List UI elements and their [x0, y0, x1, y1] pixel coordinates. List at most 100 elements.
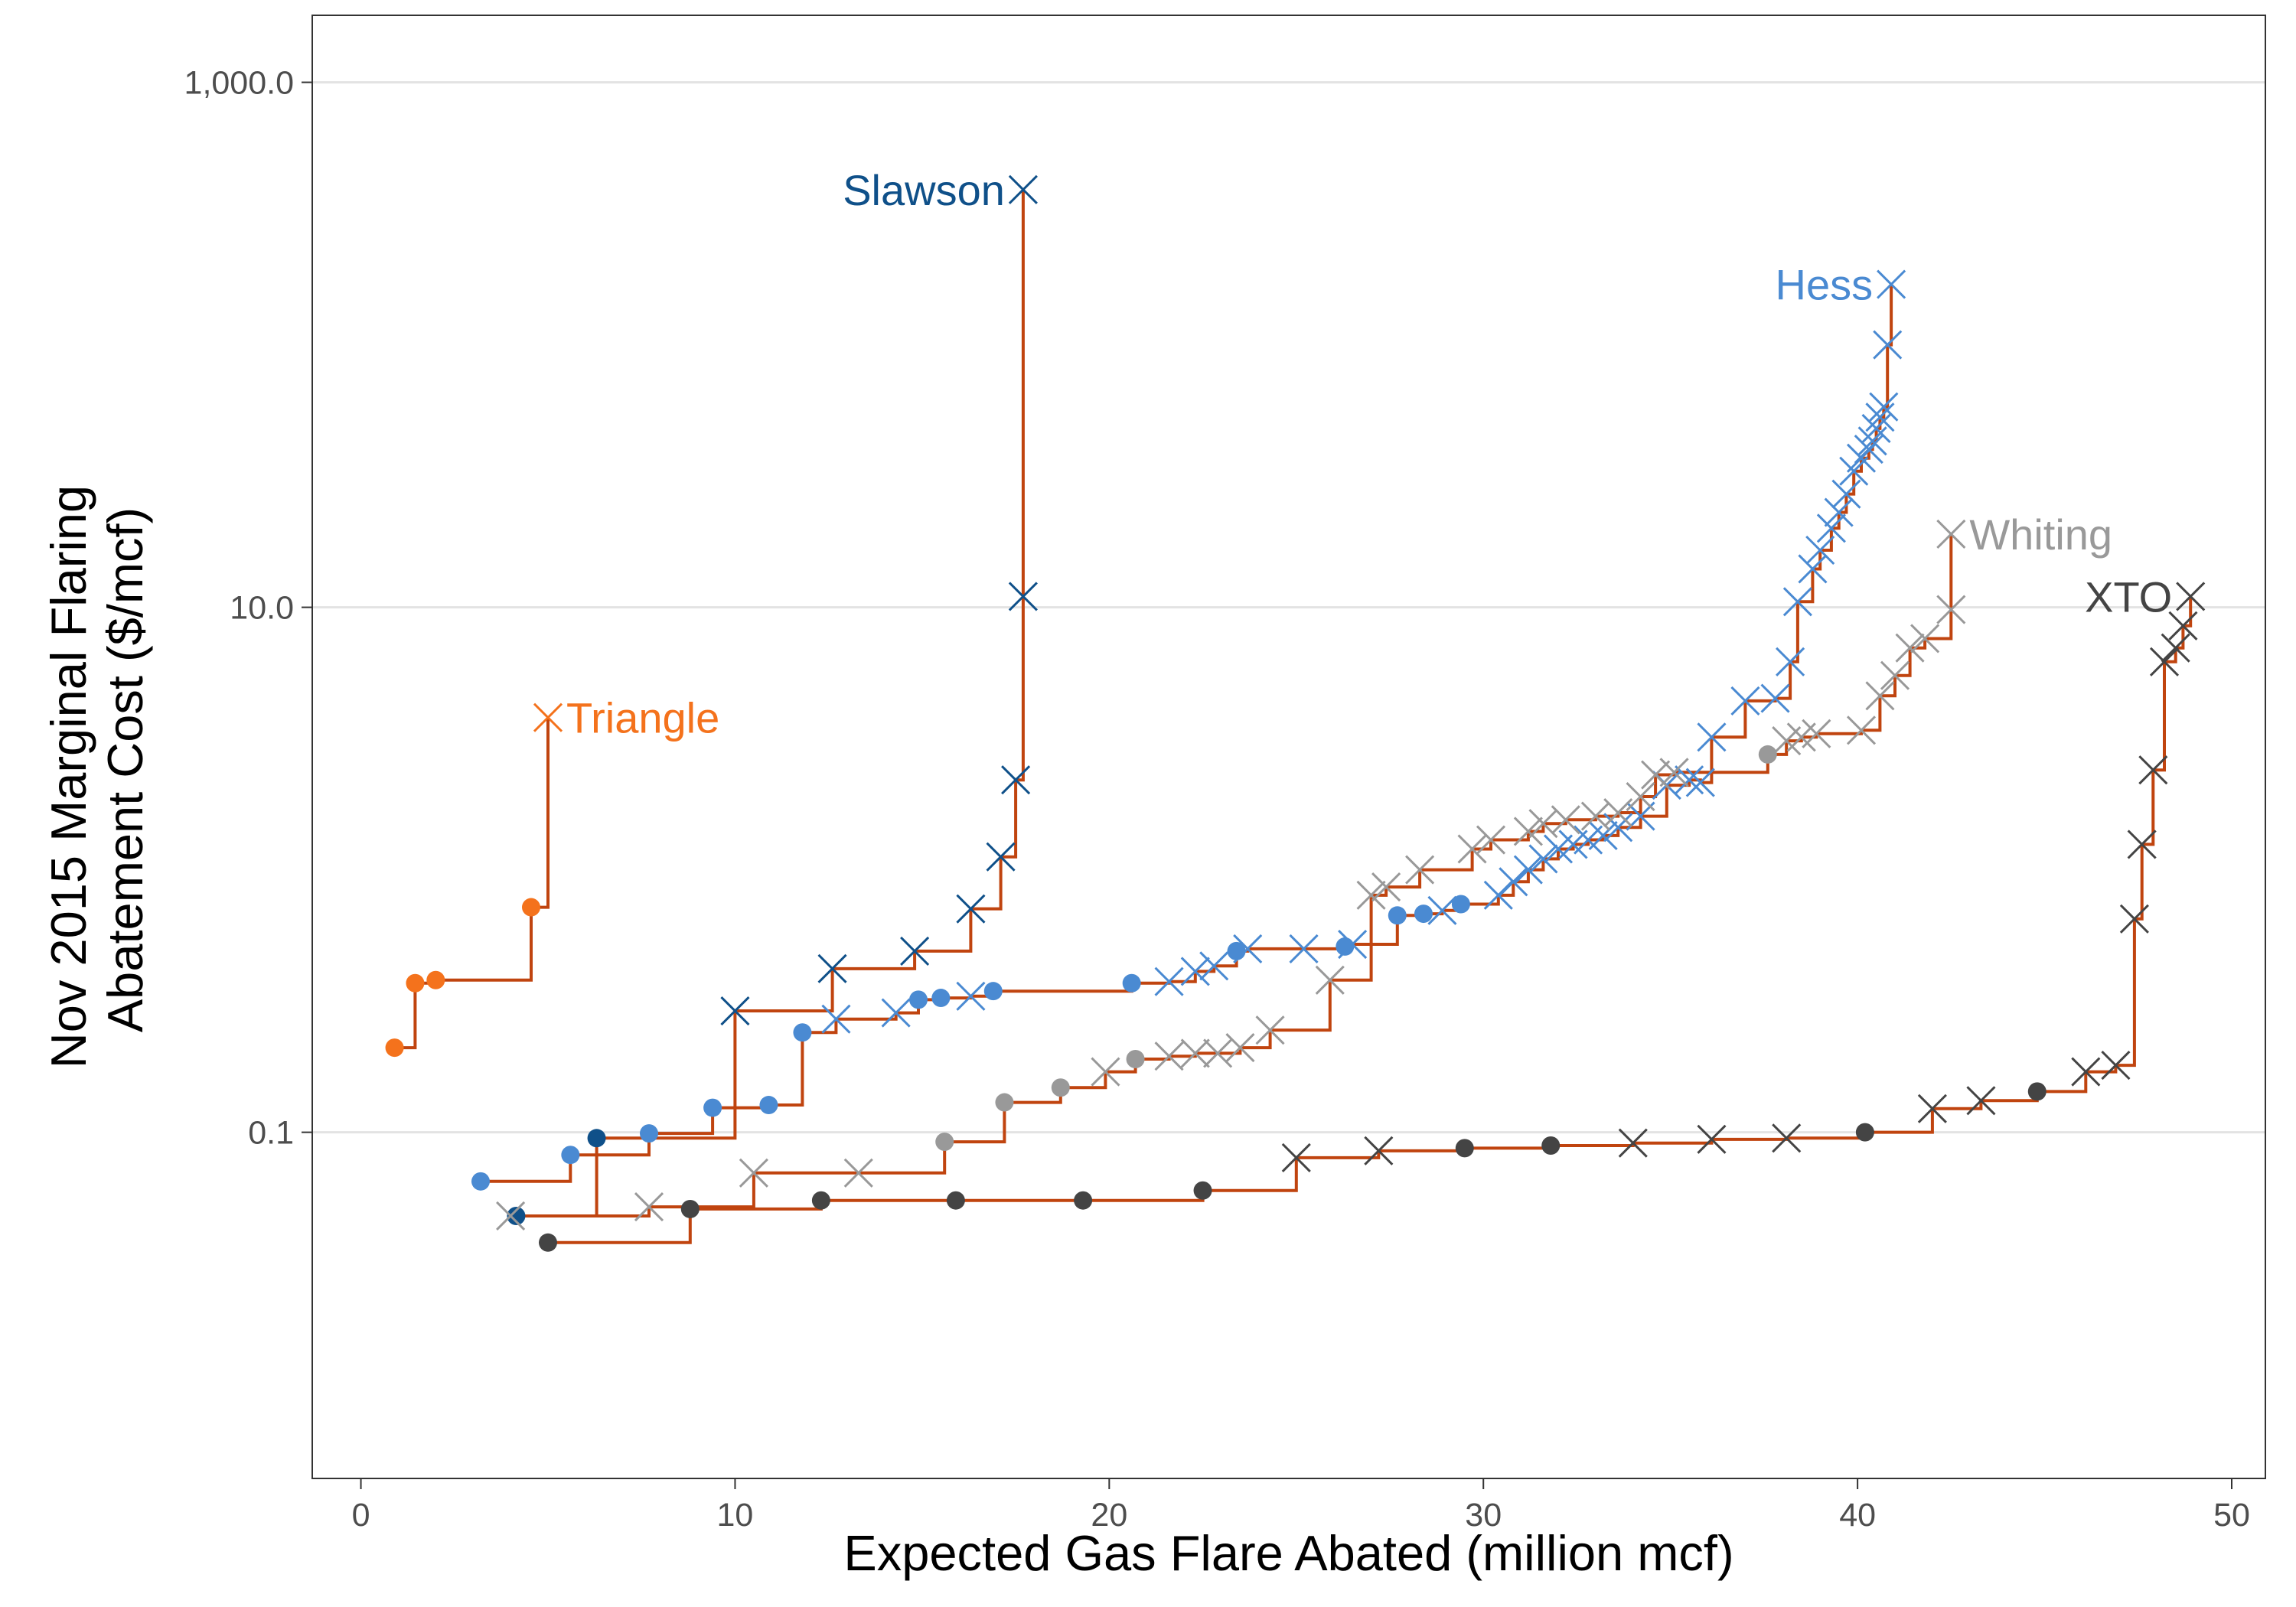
y-axis-title-line-2: Abatement Cost ($/mcf)	[97, 507, 153, 1032]
point-whiting-10	[1180, 1038, 1210, 1068]
point-whiting-1	[634, 1191, 664, 1222]
point-slawson-9	[1008, 174, 1038, 204]
point-slawson-7	[1001, 765, 1031, 795]
point-hess-23	[1427, 895, 1457, 925]
point-slawson-4	[900, 936, 930, 966]
point-hess-24	[1451, 895, 1470, 914]
y-tick-label-2: 1,000.0	[184, 65, 294, 102]
point-whiting-25	[1626, 781, 1655, 812]
point-triangle-0	[385, 1038, 404, 1058]
point-xto-15	[1966, 1086, 1996, 1116]
point-hess-41	[1776, 647, 1805, 676]
point-hess-1	[561, 1146, 580, 1165]
point-slawson-8	[1008, 582, 1038, 611]
point-hess-55	[1873, 330, 1903, 360]
point-xto-1	[680, 1199, 700, 1218]
point-hess-5	[793, 1023, 812, 1042]
point-whiting-34	[1880, 660, 1910, 690]
point-xto-16	[2027, 1082, 2047, 1101]
point-triangle-4	[533, 702, 563, 732]
point-xto-5	[1193, 1181, 1212, 1200]
point-whiting-9	[1154, 1041, 1184, 1071]
point-whiting-22	[1551, 805, 1580, 835]
point-triangle-2	[426, 970, 445, 989]
point-xto-3	[946, 1191, 965, 1210]
point-xto-23	[2161, 633, 2190, 663]
point-hess-56	[1877, 269, 1906, 299]
gridlines	[312, 81, 2265, 1134]
x-axis-title: Expected Gas Flare Abated (million mcf)	[843, 1525, 1733, 1581]
y-axis-title: Nov 2015 Marginal Flaring Abatement Cost…	[41, 471, 153, 1068]
point-hess-6	[821, 1004, 851, 1034]
point-triangle-1	[406, 973, 425, 993]
y-tick-label-0: 0.1	[248, 1115, 294, 1152]
point-xto-22	[2149, 647, 2180, 676]
point-xto-24	[2168, 611, 2198, 641]
point-hess-10	[956, 981, 986, 1011]
point-hess-52	[1861, 413, 1891, 443]
point-hess-27	[1513, 855, 1543, 885]
point-whiting-2	[739, 1158, 768, 1188]
point-hess-14	[1180, 957, 1210, 986]
x-tick-label-1: 10	[717, 1497, 754, 1534]
point-xto-20	[2127, 830, 2157, 859]
point-xto-10	[1618, 1128, 1648, 1158]
point-hess-2	[640, 1124, 658, 1143]
point-xto-2	[811, 1191, 830, 1210]
point-xto-8	[1455, 1139, 1474, 1158]
series-labels: Triangle Slawson Hess Whiting XTO	[566, 166, 2172, 742]
point-whiting-19	[1476, 825, 1506, 855]
point-hess-54	[1869, 392, 1899, 422]
point-whiting-20	[1513, 817, 1543, 846]
point-hess-28	[1528, 844, 1558, 874]
point-slawson-1	[587, 1129, 606, 1148]
point-hess-8	[909, 990, 928, 1009]
point-hess-53	[1865, 403, 1895, 432]
y-tick-label-1: 10.0	[230, 590, 294, 627]
point-xto-18	[2101, 1051, 2131, 1081]
x-axis-ticks: 0 10 20 30 40 50	[352, 1478, 2250, 1534]
point-whiting-24	[1603, 797, 1633, 828]
series-label-hess: Hess	[1776, 261, 1874, 309]
point-whiting-36	[1910, 624, 1940, 654]
point-whiting-26	[1641, 760, 1671, 790]
x-tick-label-3: 30	[1465, 1497, 1502, 1534]
point-whiting-16	[1371, 872, 1401, 902]
point-hess-44	[1805, 535, 1835, 566]
point-hess-39	[1730, 686, 1760, 715]
point-triangle-3	[522, 898, 540, 917]
point-xto-7	[1364, 1136, 1394, 1165]
point-hess-48	[1839, 456, 1869, 486]
point-hess-42	[1782, 587, 1812, 617]
point-hess-18	[1289, 934, 1319, 963]
point-hess-43	[1798, 554, 1828, 584]
point-whiting-5	[995, 1093, 1014, 1112]
point-xto-14	[1917, 1094, 1947, 1123]
point-whiting-33	[1865, 681, 1895, 711]
y-axis-title-line-1: Nov 2015 Marginal Flaring	[41, 485, 96, 1068]
point-slawson-5	[956, 894, 986, 924]
point-hess-17	[1233, 934, 1263, 963]
plot-border	[311, 15, 2266, 1479]
point-hess-20	[1338, 929, 1368, 960]
point-xto-11	[1697, 1124, 1727, 1154]
x-tick-label-4: 40	[1839, 1497, 1876, 1534]
point-hess-3	[703, 1098, 722, 1117]
point-hess-4	[759, 1096, 778, 1115]
point-xto-21	[2138, 755, 2168, 785]
point-xto-25	[2176, 582, 2206, 611]
point-xto-6	[1281, 1143, 1311, 1172]
point-slawson-3	[817, 953, 847, 983]
point-hess-12	[1122, 973, 1141, 993]
point-xto-12	[1772, 1123, 1802, 1153]
step-line-whiting	[510, 534, 1953, 1217]
point-whiting-14	[1315, 965, 1345, 995]
step-line-hess	[481, 284, 1893, 1183]
point-whiting-12	[1225, 1033, 1255, 1063]
point-whiting-37	[1936, 595, 1966, 624]
x-tick-label-0: 0	[352, 1497, 370, 1534]
point-hess-36	[1675, 765, 1704, 795]
point-slawson-2	[720, 996, 750, 1026]
